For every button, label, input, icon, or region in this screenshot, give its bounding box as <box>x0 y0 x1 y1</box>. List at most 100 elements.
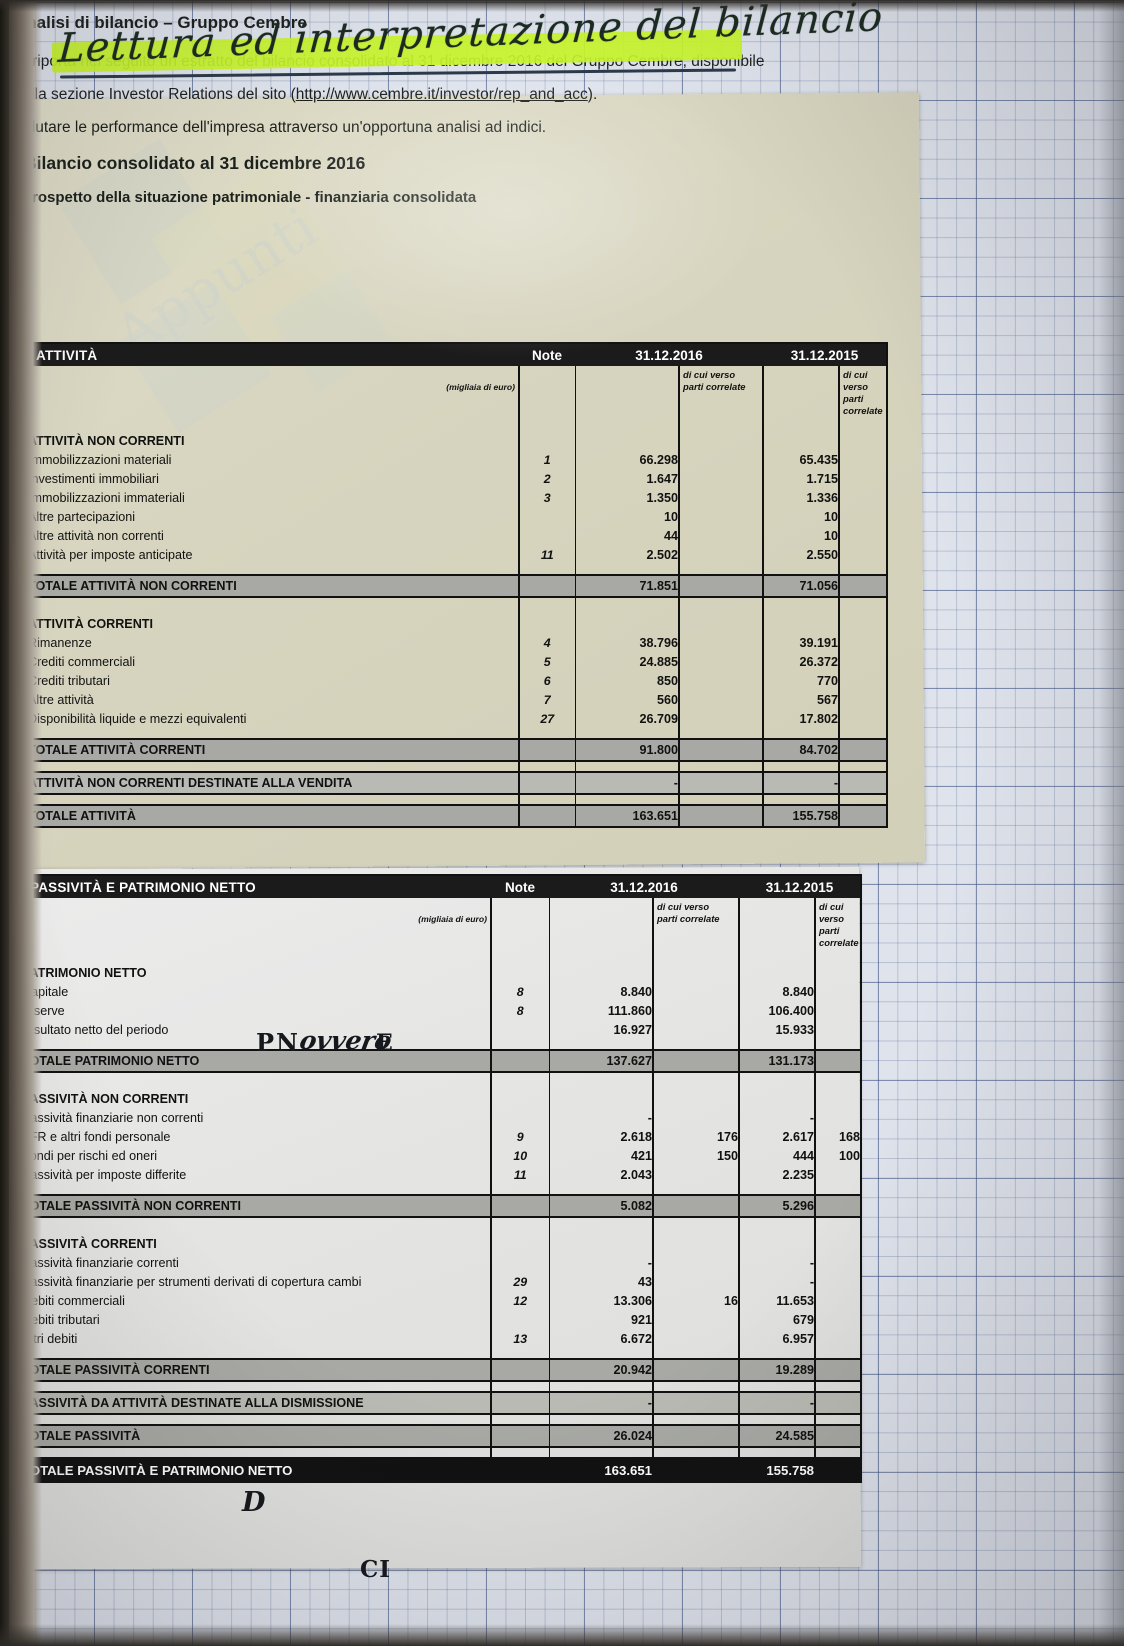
grand-total-related-2015 <box>814 1457 862 1484</box>
row-value-2015: - <box>738 1253 816 1273</box>
assets-section-0-heading: ATTIVITÀ NON CORRENTI <box>28 433 185 448</box>
row-related-2015 <box>838 469 888 489</box>
row-value-2016: 2.043 <box>548 1165 653 1185</box>
row-value-2016: 10 <box>574 507 679 527</box>
handwritten-annotation-e: E <box>376 1030 393 1056</box>
table-row: TFR e altri fondi personale 9 2.618 176 … <box>21 1127 862 1147</box>
row-value-2016: 421 <box>548 1146 653 1166</box>
row-value-2015: 39.191 <box>762 633 840 653</box>
total-related-2016 <box>651 1391 740 1416</box>
row-value-2016: 111.860 <box>548 1001 653 1021</box>
row-note: 27 <box>518 709 575 729</box>
assets-subheader-row: (migliaia di euro) di cui verso parti co… <box>27 366 888 418</box>
row-value-2016: 850 <box>574 671 679 691</box>
spacer-row <box>21 1072 862 1090</box>
liab-related-2016-l1: di cui verso <box>657 901 710 912</box>
total-value-2015: 71.056 <box>762 574 840 599</box>
row-note: 29 <box>490 1272 549 1292</box>
total-label: TOTALE PASSIVITÀ CORRENTI <box>21 1358 491 1383</box>
assets-related-2016-l1: di cui verso <box>683 369 736 380</box>
table-row: Investimenti immobiliari 2 1.647 1.715 <box>27 469 888 489</box>
source-url-link[interactable]: http://www.cembre.it/investor/rep_and_ac… <box>295 86 588 104</box>
total-related-2016 <box>651 1194 740 1219</box>
assets-related-2016: di cui verso parti correlate <box>677 366 764 418</box>
intro-line-2: nella sezione Investor Relations del sit… <box>14 86 904 104</box>
table-row: Passività finanziarie non correnti - - <box>21 1108 862 1128</box>
row-related-2016 <box>677 488 764 508</box>
row-value-2015: 11.653 <box>738 1291 816 1311</box>
table-row: Disponibilità liquide e mezzi equivalent… <box>27 709 888 729</box>
row-value-2016: 2.502 <box>574 545 679 565</box>
row-value-2016: 13.306 <box>548 1291 653 1311</box>
table-row: Crediti tributari 6 850 770 <box>27 671 888 691</box>
intro-line2-post: ). <box>587 86 598 104</box>
liabilities-unit-label: (migliaia di euro) <box>418 914 487 924</box>
grand-total-related-2015 <box>838 804 888 829</box>
row-related-2016: 150 <box>651 1146 740 1166</box>
total-value-2016: - <box>574 771 679 796</box>
spacer-row <box>27 761 888 773</box>
row-related-2015: 100 <box>814 1146 862 1166</box>
row-value-2016: 24.885 <box>574 652 679 672</box>
row-value-2016: 38.796 <box>574 633 679 653</box>
row-note: 5 <box>518 652 575 672</box>
row-value-2015: 10 <box>762 507 840 527</box>
spacer-row <box>27 417 888 432</box>
row-label: Fondi per rischi ed oneri <box>22 1148 158 1163</box>
row-related-2015 <box>838 450 888 470</box>
handwritten-annotation-pn: PN <box>256 1028 300 1057</box>
row-related-2015 <box>814 982 862 1002</box>
liabilities-discontinued-row: PASSIVITÀ DA ATTIVITÀ DESTINATE ALLA DIS… <box>21 1391 862 1416</box>
row-value-2016: 26.709 <box>574 709 679 729</box>
liabilities-subheader-row: (migliaia di euro) di cui verso parti co… <box>21 898 862 950</box>
assets-held-for-sale-row: ATTIVITÀ NON CORRENTI DESTINATE ALLA VEN… <box>27 771 888 796</box>
total-value-2016: 5.082 <box>548 1194 653 1219</box>
liabilities-related-2015: di cui verso parti correlate <box>814 898 862 950</box>
table-row: Crediti commerciali 5 24.885 26.372 <box>27 652 888 672</box>
row-value-2016: 560 <box>574 690 679 710</box>
row-label: Riserve <box>22 1003 65 1018</box>
row-related-2015 <box>814 1020 862 1040</box>
row-note: 11 <box>490 1165 549 1185</box>
liabilities-col-2016: 31.12.2016 <box>549 875 740 898</box>
table-row: Riserve 8 111.860 106.400 <box>21 1001 862 1021</box>
total-label: TOTALE PASSIVITÀ NON CORRENTI <box>21 1194 491 1219</box>
spacer-row <box>21 949 862 964</box>
row-value-2015: - <box>738 1108 816 1128</box>
row-value-2015: 770 <box>762 671 840 691</box>
total-related-2016 <box>677 771 764 796</box>
table-row: Fondi per rischi ed oneri 10 421 150 444… <box>21 1146 862 1166</box>
row-value-2016: 2.618 <box>548 1127 653 1147</box>
row-note <box>518 526 575 546</box>
row-label: Investimenti immobiliari <box>28 471 159 486</box>
spacer-row <box>21 1039 862 1051</box>
handwritten-annotation-d: D <box>242 1487 266 1518</box>
row-related-2016 <box>651 1329 740 1349</box>
row-value-2015: 17.802 <box>762 709 840 729</box>
liabilities-col-note: Note <box>491 875 549 898</box>
total-value-2016: 137.627 <box>548 1049 653 1074</box>
row-note: 8 <box>490 1001 549 1021</box>
assets-col-note: Note <box>519 343 575 366</box>
page-top-shadow <box>0 0 1124 12</box>
row-related-2015 <box>814 1329 862 1349</box>
total-label: TOTALE PASSIVITÀ <box>21 1424 491 1449</box>
row-related-2016 <box>677 709 764 729</box>
table-row: Altre attività non correnti 44 10 <box>27 526 888 546</box>
total-value-2015: 24.585 <box>738 1424 816 1449</box>
row-note: 3 <box>518 488 575 508</box>
row-label: Altre attività non correnti <box>28 528 164 543</box>
row-note <box>490 1020 549 1040</box>
assets-balance-sheet-table: ATTIVITÀ Note 31.12.2016 31.12.2015 (mig… <box>26 342 889 829</box>
row-related-2016 <box>677 545 764 565</box>
liab-related-2016-l2: parti correlate <box>657 913 720 925</box>
assets-related-2015-l2: parti correlate <box>843 393 883 417</box>
row-note: 4 <box>518 633 575 653</box>
row-note: 6 <box>518 671 575 691</box>
row-label: Disponibilità liquide e mezzi equivalent… <box>28 711 247 726</box>
row-note <box>490 1310 549 1330</box>
row-related-2016: 176 <box>651 1127 740 1147</box>
row-label: Altre attività <box>28 692 94 707</box>
assets-section-1-heading: ATTIVITÀ CORRENTI <box>28 616 153 631</box>
total-value-2015: 84.702 <box>762 738 840 763</box>
